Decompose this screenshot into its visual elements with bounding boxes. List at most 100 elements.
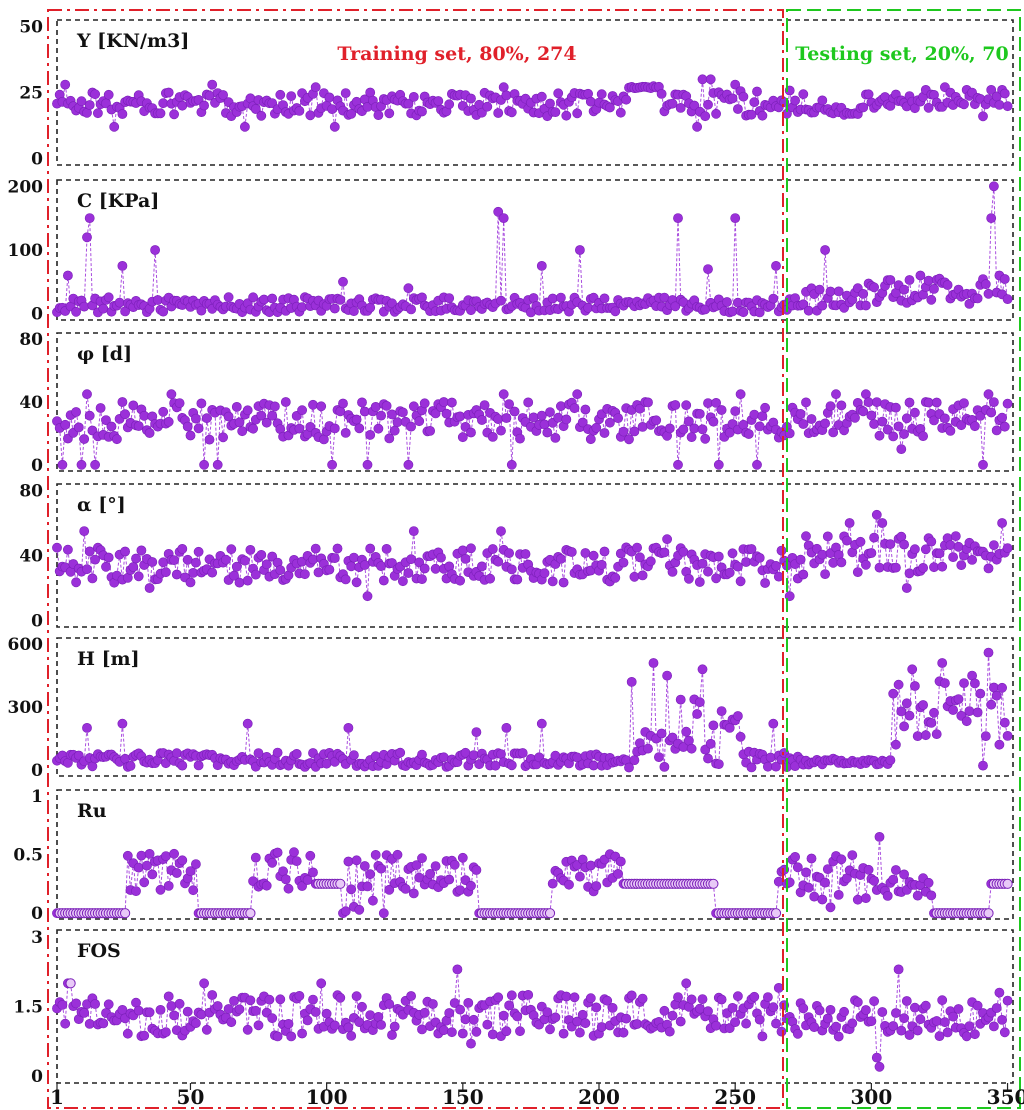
data-point — [705, 738, 716, 749]
data-point — [512, 1011, 523, 1022]
data-point — [989, 397, 999, 407]
data-point — [662, 534, 672, 545]
data-point — [103, 999, 114, 1010]
series-connector — [998, 687, 1003, 745]
data-point — [899, 721, 909, 732]
data-point — [166, 389, 177, 400]
data-point — [101, 561, 111, 572]
data-point — [169, 555, 179, 565]
data-point — [376, 561, 386, 571]
data-point — [131, 553, 141, 564]
y-tick-label: 1.5 — [13, 998, 43, 1018]
series-connector — [691, 699, 695, 749]
data-point — [242, 575, 253, 586]
data-point — [468, 750, 479, 760]
data-point — [869, 875, 879, 886]
data-point — [403, 568, 414, 578]
data-point — [953, 541, 964, 552]
data-point — [308, 399, 318, 410]
data-point — [245, 995, 256, 1006]
series-connector — [604, 859, 608, 883]
data-point — [455, 575, 465, 586]
series-connector — [511, 411, 516, 465]
data-point — [139, 1030, 150, 1041]
data-point — [297, 302, 307, 313]
data-point — [302, 1015, 313, 1026]
data-point — [978, 111, 988, 122]
data-point — [882, 424, 893, 435]
data-point — [160, 1027, 171, 1037]
data-point — [618, 426, 629, 437]
series-connector — [154, 249, 159, 301]
data-point — [316, 978, 327, 989]
data-point — [771, 1018, 781, 1029]
data-point — [346, 1031, 357, 1041]
series-connector — [715, 402, 720, 465]
data-point — [923, 275, 934, 286]
data-point — [803, 305, 814, 316]
y-tick-label: 0 — [31, 904, 43, 924]
data-point — [956, 420, 967, 431]
series-connector — [699, 79, 703, 112]
series-connector — [680, 699, 684, 748]
data-point — [389, 425, 400, 436]
data-point — [741, 1018, 751, 1029]
data-point — [365, 543, 376, 554]
data-point — [82, 564, 92, 575]
data-point — [752, 86, 762, 97]
data-point — [308, 994, 318, 1005]
data-point — [684, 573, 694, 584]
data-point — [629, 571, 640, 582]
data-point — [196, 398, 207, 409]
data-point — [792, 1028, 803, 1039]
data-point — [724, 567, 735, 578]
data-point — [869, 532, 879, 543]
series-connector — [429, 1003, 434, 1027]
series-connector — [497, 997, 502, 1037]
data-point — [147, 869, 158, 880]
data-point — [675, 1016, 686, 1027]
data-point — [727, 548, 738, 559]
data-point — [506, 459, 517, 470]
data-point — [395, 747, 406, 758]
data-point — [430, 408, 441, 419]
data-point — [231, 561, 242, 572]
data-point — [888, 1021, 899, 1031]
data-point — [150, 245, 160, 255]
data-point — [220, 554, 231, 565]
data-point — [989, 540, 999, 550]
data-point — [106, 421, 117, 432]
data-point — [847, 1018, 858, 1029]
panel-frame — [56, 19, 1014, 166]
series-connector — [625, 408, 630, 440]
data-point — [972, 707, 983, 718]
data-point — [855, 536, 866, 547]
data-point — [1002, 294, 1013, 304]
data-point — [158, 98, 169, 109]
data-point — [466, 93, 476, 104]
data-point — [324, 564, 335, 575]
data-point — [498, 213, 509, 223]
data-point — [297, 1028, 307, 1039]
series-connector — [160, 859, 164, 890]
data-point — [60, 1018, 71, 1029]
data-point — [961, 1031, 972, 1042]
series-connector — [70, 983, 74, 1007]
data-point — [544, 908, 556, 919]
data-point — [700, 433, 711, 444]
data-point — [506, 760, 517, 771]
data-point — [705, 74, 716, 85]
series-connector — [979, 415, 984, 465]
data-point — [817, 95, 828, 106]
data-point — [340, 427, 351, 438]
y-tick-label: 80 — [19, 481, 43, 501]
series-connector — [83, 531, 88, 570]
data-point — [515, 1026, 525, 1037]
data-point — [103, 89, 114, 100]
series-connector — [380, 868, 385, 914]
data-point — [618, 557, 629, 568]
series-connector — [405, 421, 409, 465]
series-connector — [873, 1001, 878, 1058]
data-point — [869, 419, 879, 429]
series-connector — [595, 863, 600, 887]
